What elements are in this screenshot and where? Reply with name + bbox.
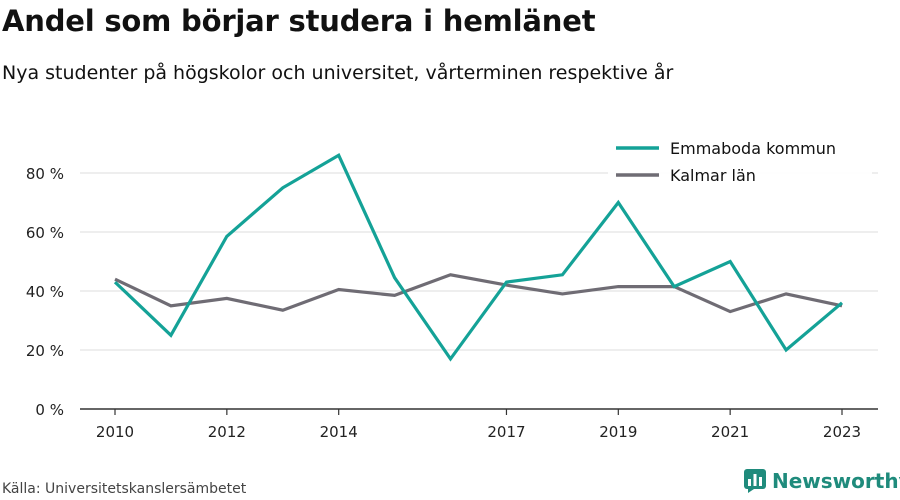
y-tick-label: 20 % bbox=[26, 342, 64, 360]
y-tick-label: 0 % bbox=[35, 401, 64, 419]
x-axis: 2010 2012 2014 2017 2019 2021 2023 bbox=[80, 408, 878, 441]
brand-name: Newsworthy bbox=[772, 469, 900, 493]
series-lines bbox=[113, 153, 844, 362]
series-line-kalmar bbox=[114, 273, 843, 314]
x-tick-label: 2012 bbox=[208, 423, 246, 441]
y-axis-ticks: 0 % 20 % 40 % 60 % 80 % bbox=[26, 165, 64, 419]
x-tick-label: 2021 bbox=[711, 423, 749, 441]
gridlines bbox=[80, 172, 878, 351]
series-line-emmaboda bbox=[113, 153, 844, 362]
x-tick-label: 2017 bbox=[487, 423, 525, 441]
legend: Emmaboda kommun Kalmar län bbox=[608, 132, 872, 186]
legend-background bbox=[608, 132, 872, 186]
x-tick-label: 2023 bbox=[823, 423, 861, 441]
newsworthy-logo-icon bbox=[744, 469, 766, 493]
chart-subtitle: Nya studenter på högskolor och universit… bbox=[2, 62, 674, 84]
x-tick-label: 2014 bbox=[320, 423, 358, 441]
y-tick-label: 40 % bbox=[26, 283, 64, 301]
y-tick-label: 60 % bbox=[26, 224, 64, 242]
chart-title: Andel som börjar studera i hemlänet bbox=[2, 4, 596, 38]
legend-label: Emmaboda kommun bbox=[670, 139, 836, 158]
x-tick-label: 2010 bbox=[96, 423, 134, 441]
x-tick-label: 2019 bbox=[599, 423, 637, 441]
line-chart: 0 % 20 % 40 % 60 % 80 % 2010 2012 2014 2017 2019… bbox=[25, 132, 878, 441]
legend-label: Kalmar län bbox=[670, 166, 756, 185]
y-tick-label: 80 % bbox=[26, 165, 64, 183]
brand-logo: Newsworthy bbox=[744, 469, 900, 493]
source-note: Källa: Universitetskanslersämbetet bbox=[2, 481, 247, 497]
